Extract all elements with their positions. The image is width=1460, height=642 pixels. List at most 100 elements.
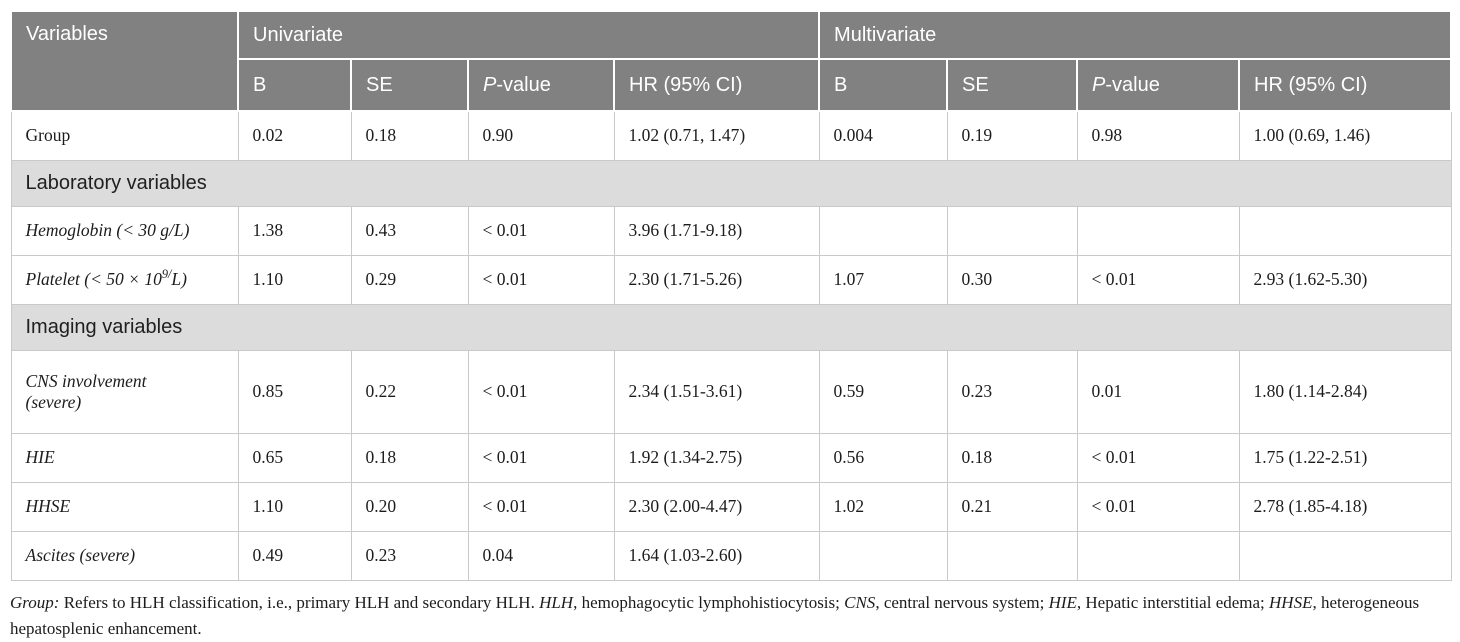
table-cell: 2.78 (1.85-4.18) bbox=[1239, 482, 1451, 531]
pvalue-suffix: -value bbox=[1105, 74, 1159, 96]
row-label: HIE bbox=[11, 433, 238, 482]
table-cell: 0.02 bbox=[238, 111, 351, 160]
table-cell: < 0.01 bbox=[468, 255, 614, 304]
col-header-b-multivariate: B bbox=[819, 59, 947, 111]
table-cell: 0.23 bbox=[351, 531, 468, 580]
col-header-hr-multivariate: HR (95% CI) bbox=[1239, 59, 1451, 111]
table-cell: 2.34 (1.51-3.61) bbox=[614, 350, 819, 433]
table-cell bbox=[1077, 531, 1239, 580]
section-row-imaging: Imaging variables bbox=[11, 304, 1451, 350]
label-line-1: CNS involvement bbox=[26, 371, 228, 392]
label-line-2: (severe) bbox=[26, 392, 228, 413]
header-group-row: Variables Univariate Multivariate bbox=[11, 11, 1451, 59]
table-cell: 0.04 bbox=[468, 531, 614, 580]
footnote-term: HLH bbox=[539, 593, 573, 612]
table-cell: 0.20 bbox=[351, 482, 468, 531]
table-cell: 1.07 bbox=[819, 255, 947, 304]
footnote-text: Refers to HLH classification, i.e., prim… bbox=[59, 593, 539, 612]
table-cell bbox=[947, 531, 1077, 580]
table-row-hemoglobin: Hemoglobin (< 30 g/L) 1.38 0.43 < 0.01 3… bbox=[11, 206, 1451, 255]
table-cell: 0.49 bbox=[238, 531, 351, 580]
col-header-pvalue-univariate: P-value bbox=[468, 59, 614, 111]
table-row-group: Group 0.02 0.18 0.90 1.02 (0.71, 1.47) 0… bbox=[11, 111, 1451, 160]
table-body: Group 0.02 0.18 0.90 1.02 (0.71, 1.47) 0… bbox=[11, 111, 1451, 580]
table-cell bbox=[947, 206, 1077, 255]
table-cell: 0.30 bbox=[947, 255, 1077, 304]
table-cell bbox=[819, 531, 947, 580]
table-cell: 0.59 bbox=[819, 350, 947, 433]
section-title: Laboratory variables bbox=[11, 160, 1451, 206]
table-cell: 0.85 bbox=[238, 350, 351, 433]
table-cell: 1.92 (1.34-2.75) bbox=[614, 433, 819, 482]
table-cell: < 0.01 bbox=[468, 206, 614, 255]
label-superscript: 9/ bbox=[162, 267, 172, 281]
table-cell: 0.29 bbox=[351, 255, 468, 304]
table-cell: 3.96 (1.71-9.18) bbox=[614, 206, 819, 255]
label-text: Platelet (< 50 × 10 bbox=[26, 269, 162, 289]
table-cell: 1.10 bbox=[238, 482, 351, 531]
table-cell: < 0.01 bbox=[1077, 433, 1239, 482]
table-cell: 0.21 bbox=[947, 482, 1077, 531]
table-cell: < 0.01 bbox=[1077, 255, 1239, 304]
table-row-ascites: Ascites (severe) 0.49 0.23 0.04 1.64 (1.… bbox=[11, 531, 1451, 580]
table-cell: < 0.01 bbox=[468, 350, 614, 433]
table-cell: < 0.01 bbox=[1077, 482, 1239, 531]
table-cell: 0.18 bbox=[947, 433, 1077, 482]
pvalue-italic-p: P bbox=[1092, 74, 1105, 96]
table-cell: 0.18 bbox=[351, 111, 468, 160]
col-header-univariate: Univariate bbox=[238, 11, 819, 59]
col-header-b-univariate: B bbox=[238, 59, 351, 111]
table-cell: 0.56 bbox=[819, 433, 947, 482]
table-row-platelet: Platelet (< 50 × 109/L) 1.10 0.29 < 0.01… bbox=[11, 255, 1451, 304]
footnote-term: Group: bbox=[10, 593, 59, 612]
table-cell: 0.22 bbox=[351, 350, 468, 433]
col-header-variables: Variables bbox=[11, 11, 238, 111]
table-cell: < 0.01 bbox=[468, 433, 614, 482]
table-row-cns: CNS involvement(severe) 0.85 0.22 < 0.01… bbox=[11, 350, 1451, 433]
row-label: CNS involvement(severe) bbox=[11, 350, 238, 433]
footnote-term: HIE bbox=[1049, 593, 1077, 612]
table-cell: 0.004 bbox=[819, 111, 947, 160]
table-header: Variables Univariate Multivariate B SE P… bbox=[11, 11, 1451, 111]
table-cell bbox=[819, 206, 947, 255]
table-cell bbox=[1077, 206, 1239, 255]
col-header-multivariate: Multivariate bbox=[819, 11, 1451, 59]
table-cell: 2.30 (1.71-5.26) bbox=[614, 255, 819, 304]
row-label: Group bbox=[11, 111, 238, 160]
footnote-text: , Hepatic interstitial edema; bbox=[1077, 593, 1269, 612]
table-cell: 1.02 (0.71, 1.47) bbox=[614, 111, 819, 160]
footnote-text: , hemophagocytic lymphohistiocytosis; bbox=[573, 593, 844, 612]
table-cell: 0.65 bbox=[238, 433, 351, 482]
col-header-se-univariate: SE bbox=[351, 59, 468, 111]
table-cell: 0.01 bbox=[1077, 350, 1239, 433]
col-header-hr-univariate: HR (95% CI) bbox=[614, 59, 819, 111]
label-text: L) bbox=[171, 269, 187, 289]
table-cell: 1.75 (1.22-2.51) bbox=[1239, 433, 1451, 482]
table-cell: < 0.01 bbox=[468, 482, 614, 531]
table-cell: 1.10 bbox=[238, 255, 351, 304]
table-footnote: Group: Refers to HLH classification, i.e… bbox=[10, 590, 1450, 642]
table-cell: 1.00 (0.69, 1.46) bbox=[1239, 111, 1451, 160]
table-cell: 2.30 (2.00-4.47) bbox=[614, 482, 819, 531]
table-cell: 1.64 (1.03-2.60) bbox=[614, 531, 819, 580]
table-cell bbox=[1239, 531, 1451, 580]
col-header-pvalue-multivariate: P-value bbox=[1077, 59, 1239, 111]
regression-results-table: Variables Univariate Multivariate B SE P… bbox=[10, 10, 1452, 581]
footnote-term: HHSE bbox=[1269, 593, 1312, 612]
table-cell: 2.93 (1.62-5.30) bbox=[1239, 255, 1451, 304]
table-cell: 0.43 bbox=[351, 206, 468, 255]
table-cell: 0.23 bbox=[947, 350, 1077, 433]
pvalue-italic-p: P bbox=[483, 74, 496, 96]
table-cell: 1.38 bbox=[238, 206, 351, 255]
table-cell: 0.98 bbox=[1077, 111, 1239, 160]
footnote-term: CNS bbox=[844, 593, 875, 612]
footnote-text: , central nervous system; bbox=[875, 593, 1048, 612]
table-cell: 1.02 bbox=[819, 482, 947, 531]
col-header-se-multivariate: SE bbox=[947, 59, 1077, 111]
table-cell: 0.18 bbox=[351, 433, 468, 482]
table-row-hie: HIE 0.65 0.18 < 0.01 1.92 (1.34-2.75) 0.… bbox=[11, 433, 1451, 482]
row-label: Platelet (< 50 × 109/L) bbox=[11, 255, 238, 304]
section-row-laboratory: Laboratory variables bbox=[11, 160, 1451, 206]
row-label: Hemoglobin (< 30 g/L) bbox=[11, 206, 238, 255]
